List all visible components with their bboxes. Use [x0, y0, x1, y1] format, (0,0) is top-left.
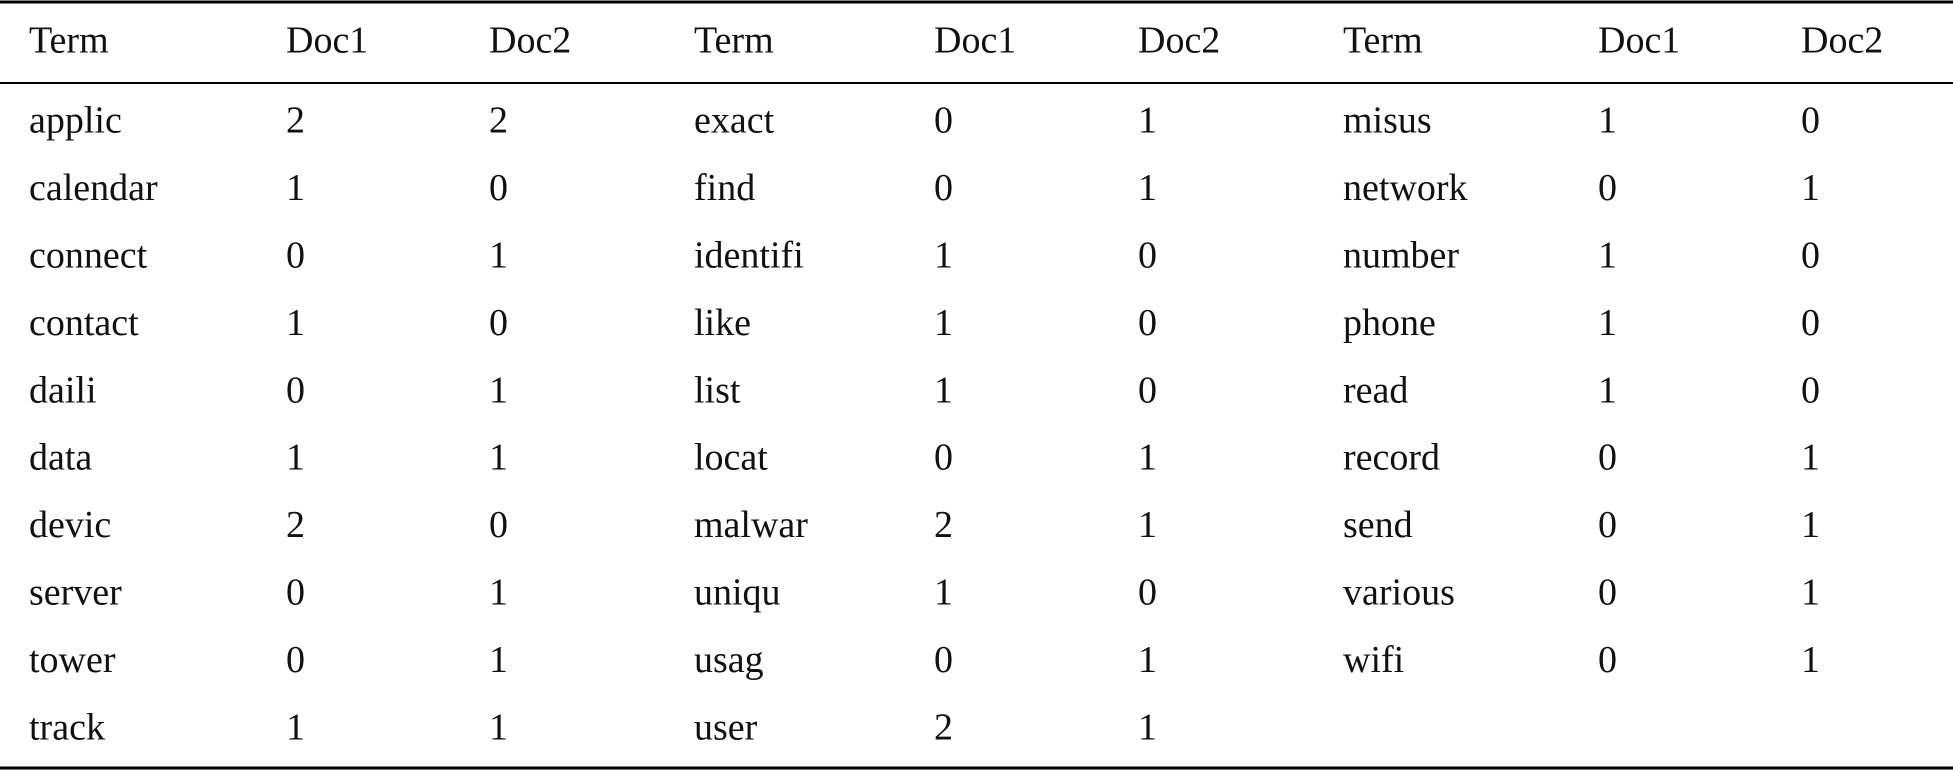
cell: 1 — [1138, 706, 1157, 748]
cell: misus — [1343, 100, 1432, 142]
cell: 1 — [489, 235, 508, 277]
cell: 0 — [1801, 100, 1820, 142]
cell: 0 — [489, 302, 508, 344]
cell: 0 — [286, 639, 305, 681]
cell: 2 — [934, 706, 953, 748]
cell: 0 — [1138, 572, 1157, 614]
header-cell: Doc2 — [1801, 20, 1883, 62]
cell: 1 — [1598, 100, 1617, 142]
cell: 0 — [934, 437, 953, 479]
cell: 1 — [934, 572, 953, 614]
cell: 1 — [1138, 167, 1157, 209]
cell: 1 — [489, 369, 508, 411]
cell: exact — [694, 100, 775, 142]
cell: list — [694, 369, 741, 411]
cell: 1 — [286, 302, 305, 344]
cell: 0 — [1598, 167, 1617, 209]
cell: usag — [694, 639, 764, 681]
cell: 1 — [1598, 302, 1617, 344]
cell: identifi — [694, 235, 804, 277]
cell: 0 — [1598, 504, 1617, 546]
cell: connect — [29, 235, 148, 277]
cell: 0 — [489, 504, 508, 546]
cell: 1 — [1801, 437, 1820, 479]
header-cell: Doc2 — [1138, 20, 1220, 62]
cell: uniqu — [694, 572, 781, 614]
header-cell: Doc1 — [934, 20, 1016, 62]
cell: 0 — [1598, 572, 1617, 614]
cell: 0 — [1598, 639, 1617, 681]
cell: calendar — [29, 167, 158, 209]
cell: 1 — [1138, 100, 1157, 142]
cell: 0 — [1138, 302, 1157, 344]
cell: find — [694, 167, 755, 209]
cell: 1 — [1138, 437, 1157, 479]
header-cell: Term — [1343, 20, 1423, 62]
header-cell: Term — [29, 20, 109, 62]
cell: tower — [29, 639, 116, 681]
cell: applic — [29, 100, 122, 142]
cell: 1 — [286, 437, 305, 479]
cell: 0 — [1801, 235, 1820, 277]
cell: 0 — [286, 235, 305, 277]
cell: 0 — [934, 100, 953, 142]
cell: 1 — [489, 437, 508, 479]
cell: 1 — [1138, 504, 1157, 546]
cell: 1 — [286, 167, 305, 209]
cell: 1 — [489, 572, 508, 614]
cell: 2 — [489, 100, 508, 142]
cell: phone — [1343, 302, 1436, 344]
cell: 1 — [1801, 572, 1820, 614]
cell: 1 — [1138, 639, 1157, 681]
cell: 0 — [1801, 369, 1820, 411]
cell: 1 — [934, 302, 953, 344]
cell: daili — [29, 369, 97, 411]
cell: server — [29, 572, 122, 614]
cell: 0 — [286, 369, 305, 411]
cell: devic — [29, 504, 111, 546]
cell: 1 — [1801, 504, 1820, 546]
cell: number — [1343, 235, 1459, 277]
cell: 1 — [489, 706, 508, 748]
cell: 1 — [1598, 369, 1617, 411]
cell: 2 — [286, 504, 305, 546]
cell: 1 — [1801, 167, 1820, 209]
cell: 0 — [1801, 302, 1820, 344]
cell: 2 — [934, 504, 953, 546]
cell: like — [694, 302, 751, 344]
header-cell: Doc1 — [286, 20, 368, 62]
cell: wifi — [1343, 639, 1404, 681]
cell: data — [29, 437, 92, 479]
cell: record — [1343, 437, 1440, 479]
cell: contact — [29, 302, 139, 344]
cell: network — [1343, 167, 1468, 209]
cell: various — [1343, 572, 1455, 614]
header-cell: Doc1 — [1598, 20, 1680, 62]
cell: 0 — [1598, 437, 1617, 479]
cell: 1 — [1598, 235, 1617, 277]
cell: 1 — [934, 235, 953, 277]
cell: user — [694, 706, 758, 748]
cell: track — [29, 706, 105, 748]
cell: 0 — [934, 639, 953, 681]
cell: 1 — [1801, 639, 1820, 681]
header-cell: Term — [694, 20, 774, 62]
cell: 0 — [1138, 369, 1157, 411]
cell: read — [1343, 369, 1408, 411]
cell: 1 — [934, 369, 953, 411]
cell: 0 — [286, 572, 305, 614]
cell: 0 — [489, 167, 508, 209]
cell: 0 — [1138, 235, 1157, 277]
cell: send — [1343, 504, 1413, 546]
cell: 1 — [286, 706, 305, 748]
cell: 1 — [489, 639, 508, 681]
cell: malwar — [694, 504, 808, 546]
cell: locat — [694, 437, 768, 479]
header-cell: Doc2 — [489, 20, 571, 62]
cell: 2 — [286, 100, 305, 142]
cell: 0 — [934, 167, 953, 209]
